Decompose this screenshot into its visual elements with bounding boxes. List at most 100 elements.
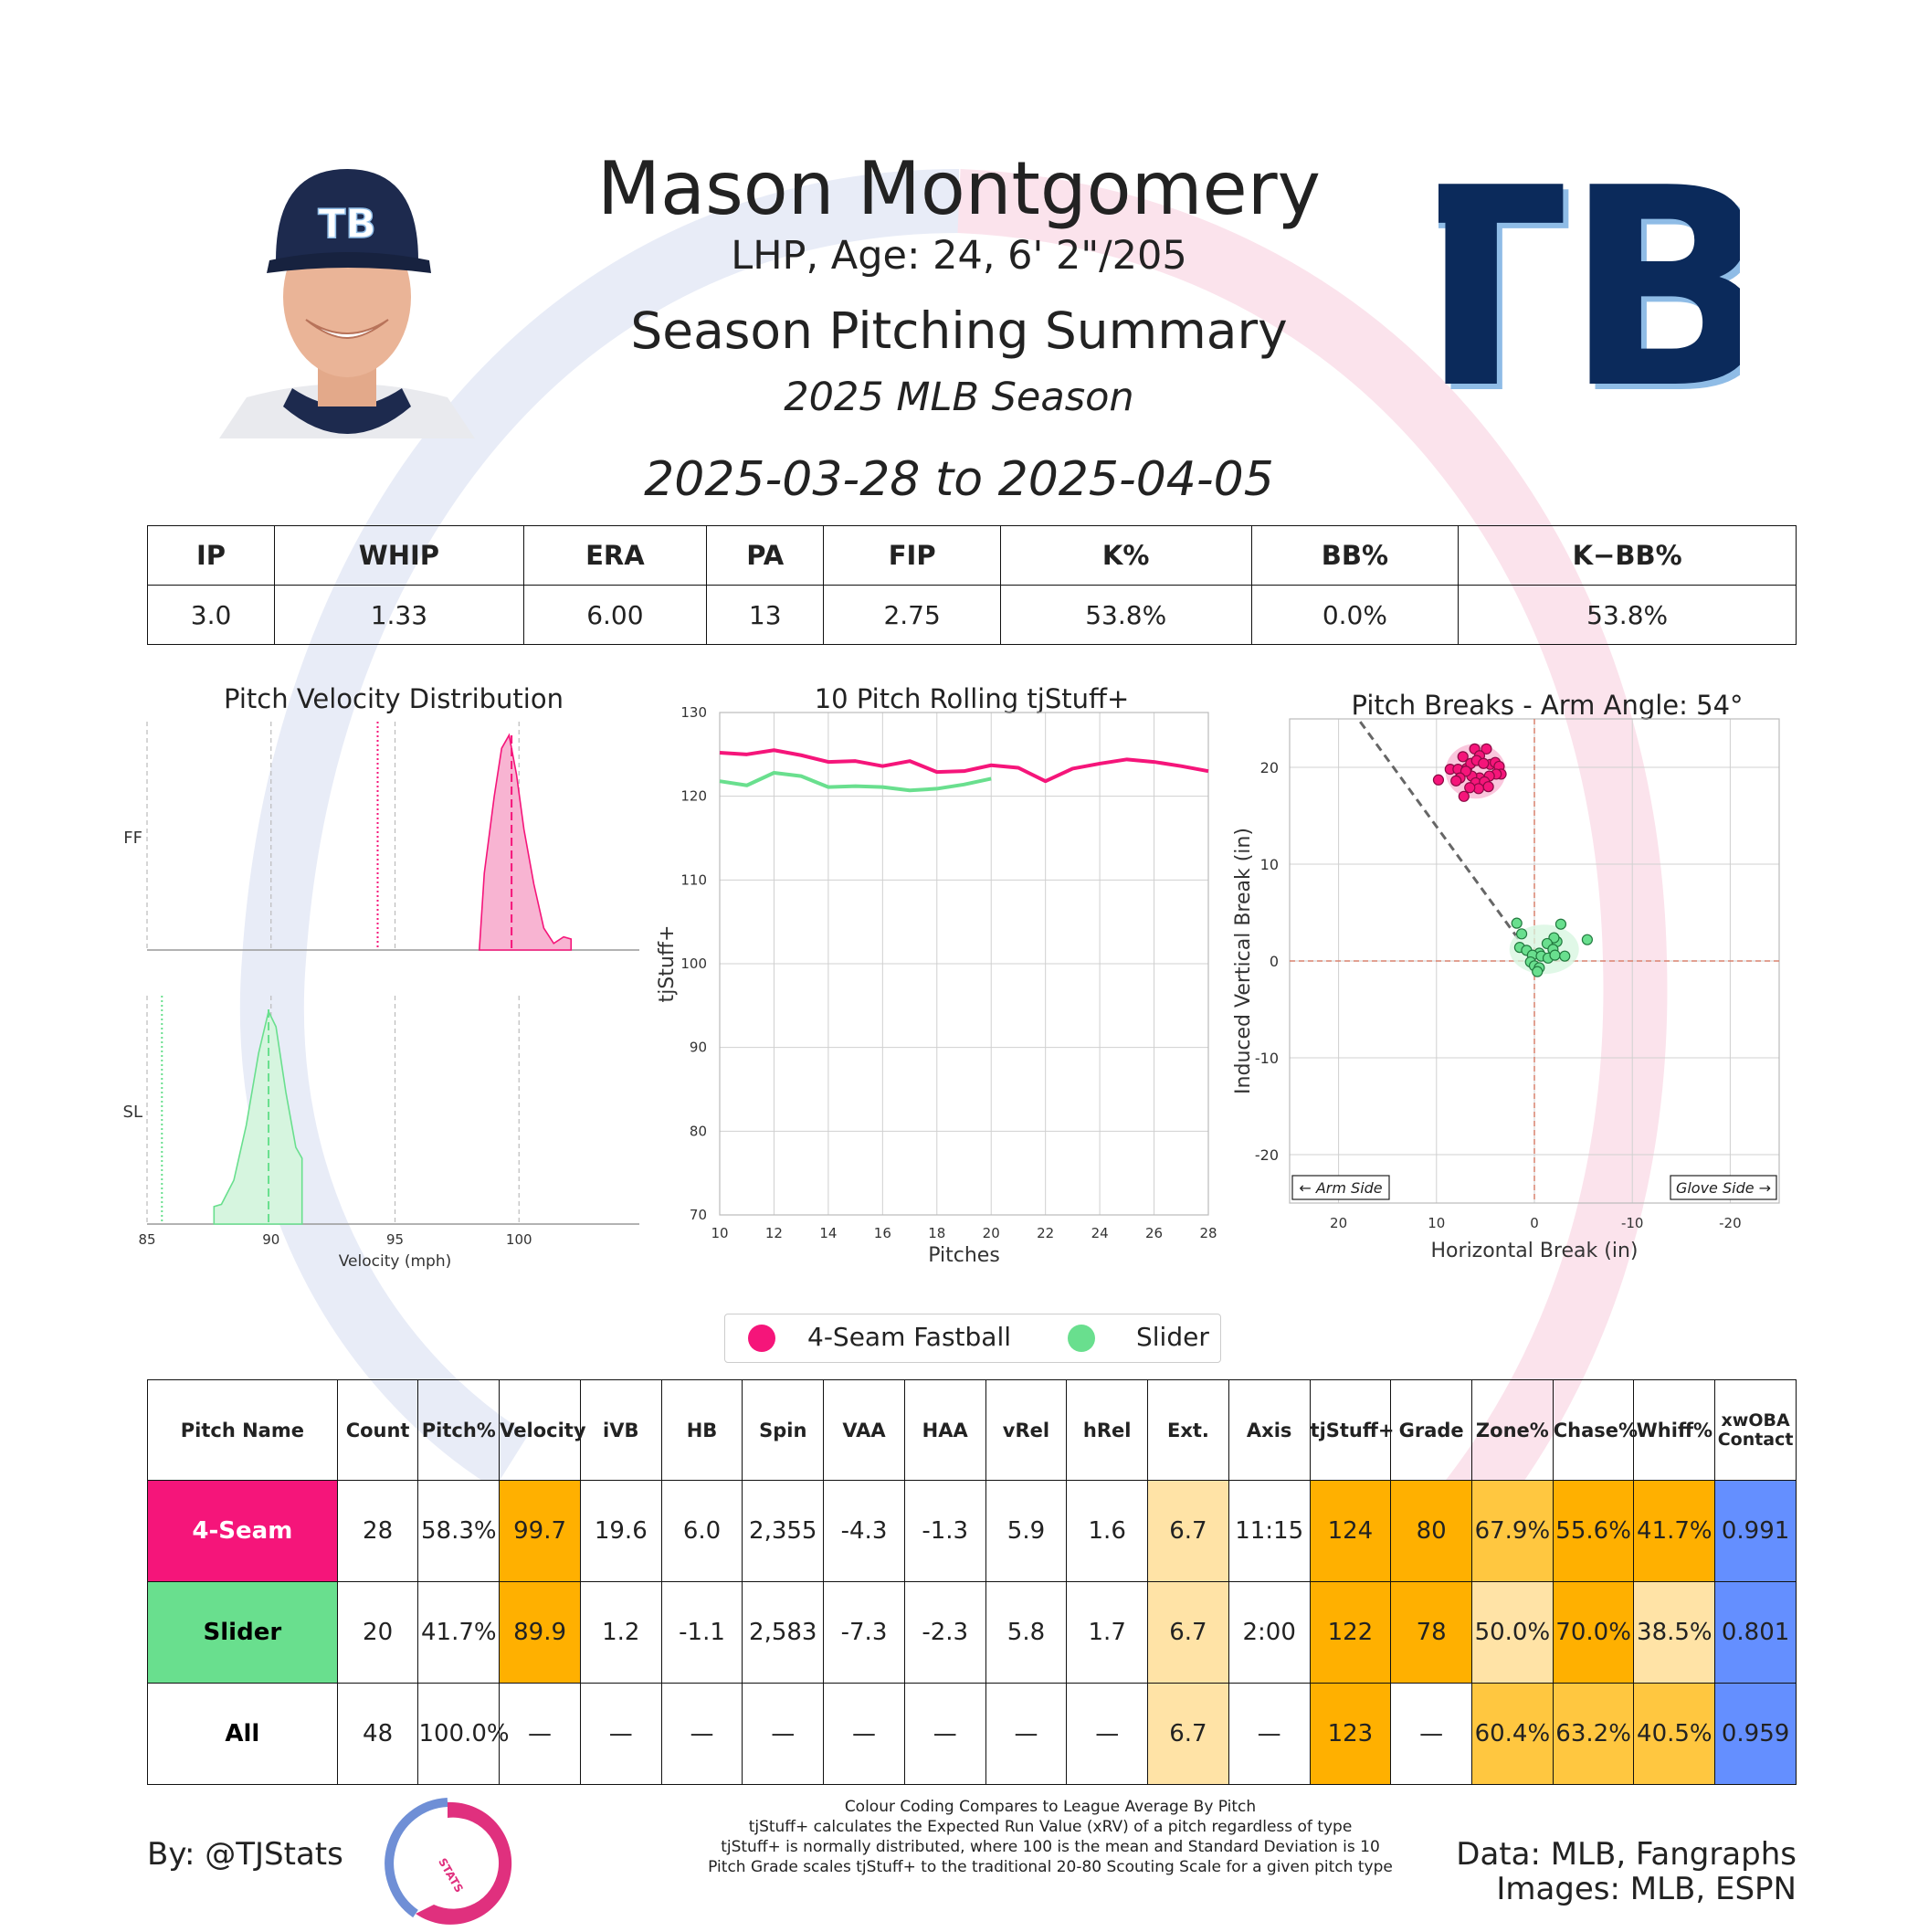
breaks-scatter-point — [1581, 934, 1593, 945]
pitch-table-header-15: Zone% — [1471, 1379, 1554, 1481]
summary-header-3: PA — [706, 525, 825, 586]
player-bio: LHP, Age: 24, 6' 2"/205 — [731, 233, 1187, 279]
pitch-table-header-7: VAA — [823, 1379, 905, 1481]
breaks-x-tick-label: -20 — [1719, 1215, 1742, 1231]
pitch-table-header-0: Pitch Name — [147, 1379, 338, 1481]
rolling-x-tick-label: 24 — [1091, 1225, 1109, 1241]
breaks-scatter-point — [1450, 775, 1462, 787]
summary-value-3: 13 — [706, 585, 825, 645]
summary-header-0: IP — [146, 525, 276, 586]
pitch-table-header-1: Count — [336, 1379, 419, 1481]
breaks-chart-title: Pitch Breaks - Arm Angle: 54° — [1351, 690, 1744, 721]
pitch-table-header-10: hRel — [1066, 1379, 1149, 1481]
rolling-y-tick-label: 110 — [680, 871, 707, 888]
pitch-table-cell: 1.7 — [1066, 1581, 1149, 1684]
pitch-table-cell: 19.6 — [579, 1480, 662, 1582]
legend-label-slider: Slider — [1136, 1322, 1209, 1352]
pitch-table-cell: 38.5% — [1633, 1581, 1716, 1684]
breaks-scatter-point — [1549, 949, 1561, 961]
season-stats-table: IP WHIP ERA PA FIP K% BB% K−BB% 3.0 1.33 6.00 13 2.… — [146, 525, 1797, 645]
cap-logo: TB — [318, 201, 376, 248]
rolling-x-tick-label: 18 — [928, 1225, 945, 1241]
pitch-table-cell: 5.8 — [985, 1581, 1068, 1684]
pitch-name-cell: All — [147, 1683, 338, 1785]
pitch-table-cell: 123 — [1309, 1683, 1392, 1785]
pitch-name-cell: Slider — [147, 1581, 338, 1684]
author-credit: By: @TJStats — [147, 1836, 343, 1873]
rolling-x-tick-label: 20 — [983, 1225, 1000, 1241]
rolling-series-line — [719, 771, 992, 793]
pitch-table-cell: — — [499, 1683, 581, 1785]
summary-value-2: 6.00 — [522, 585, 708, 645]
pitch-table-header-8: HAA — [903, 1379, 986, 1481]
data-source: Data: MLB, Fangraphs — [1456, 1836, 1797, 1873]
summary-value-7: 53.8% — [1458, 585, 1797, 645]
rolling-y-tick-label: 130 — [680, 704, 707, 721]
breaks-scatter-point — [1481, 743, 1492, 755]
pitch-table-cell: 48 — [336, 1683, 419, 1785]
pitch-table-cell: 50.0% — [1471, 1581, 1554, 1684]
breaks-scatter-point — [1432, 774, 1445, 786]
pitch-table-cell: 80 — [1390, 1480, 1472, 1582]
rolling-x-tick-label: 12 — [765, 1225, 783, 1241]
pitch-table-cell: 60.4% — [1471, 1683, 1554, 1785]
pitch-table-cell: 70.0% — [1552, 1581, 1635, 1684]
breaks-scatter-point — [1532, 966, 1544, 977]
summary-value-5: 53.8% — [999, 585, 1252, 645]
rolling-plot-frame — [719, 712, 1209, 1216]
rolling-y-tick-label: 70 — [690, 1207, 707, 1223]
pitch-table-header-11: Ext. — [1147, 1379, 1229, 1481]
breaks-y-tick-label: 20 — [1260, 759, 1279, 776]
pitch-table-cell: 67.9% — [1471, 1480, 1554, 1582]
pitch-table-cell: 99.7 — [499, 1480, 581, 1582]
svg-text:TB: TB — [1438, 164, 1740, 420]
velocity-density-area — [478, 733, 573, 951]
pitch-table-cell: 89.9 — [499, 1581, 581, 1684]
summary-header-1: WHIP — [274, 525, 524, 586]
rolling-x-tick-label: 22 — [1037, 1225, 1054, 1241]
summary-header-2: ERA — [522, 525, 708, 586]
pitch-table-cell: — — [903, 1683, 986, 1785]
arm-angle-line — [1356, 718, 1536, 962]
pitch-table-cell: 2,355 — [742, 1480, 825, 1582]
pitch-table-cell: 100.0% — [417, 1683, 510, 1785]
pitch-table-cell: — — [985, 1683, 1068, 1785]
team-logo: TB TB — [1438, 164, 1740, 420]
pitch-table-header-12: Axis — [1228, 1379, 1311, 1481]
summary-header-7: K−BB% — [1458, 525, 1797, 586]
player-headshot: TB — [219, 160, 475, 438]
report-title: Season Pitching Summary — [630, 301, 1288, 360]
pitch-table-cell: 6.7 — [1147, 1581, 1229, 1684]
breaks-scatter-point — [1511, 917, 1523, 929]
breaks-scatter-point — [1478, 757, 1490, 769]
breaks-y-axis-label: Induced Vertical Break (in) — [1232, 828, 1255, 1094]
rolling-x-tick-label: 14 — [819, 1225, 837, 1241]
arm-side-label: ← Arm Side — [1299, 1179, 1382, 1197]
pitch-table-cell: 63.2% — [1552, 1683, 1635, 1785]
pitch-table-cell: -4.3 — [823, 1480, 905, 1582]
pitch-table-cell: 55.6% — [1552, 1480, 1635, 1582]
pitch-table-header-17: Whiff% — [1633, 1379, 1716, 1481]
breaks-x-tick-label: 0 — [1530, 1215, 1539, 1231]
breaks-scatter-point — [1482, 781, 1494, 793]
legend-marker-slider — [1068, 1325, 1095, 1352]
pitch-table-cell: 41.7% — [417, 1581, 501, 1684]
velocity-distribution-chart: FF SL 85 90 95 100 Velocity (mph) — [123, 722, 639, 1270]
summary-header-6: BB% — [1250, 525, 1460, 586]
footer-notes: Colour Coding Compares to League Average… — [594, 1797, 1507, 1877]
breaks-x-tick-label: 20 — [1330, 1215, 1347, 1231]
pitch-table-cell: -1.3 — [903, 1480, 986, 1582]
glove-side-label: Glove Side → — [1676, 1179, 1771, 1197]
arm-side-box — [1291, 1175, 1390, 1200]
rolling-y-tick-label: 80 — [690, 1123, 707, 1139]
pitch-table-cell: 78 — [1390, 1581, 1472, 1684]
velocity-tick-label: 100 — [506, 1231, 532, 1248]
pitch-table-cell: — — [1066, 1683, 1149, 1785]
pitch-table-cell: 40.5% — [1633, 1683, 1716, 1785]
pitch-legend: 4-Seam Fastball Slider — [724, 1314, 1221, 1363]
rolling-tjstuff-chart: 10 12 14 16 18 20 22 24 26 28 70 80 90 100 110 120 130 Pi… — [658, 704, 1217, 1267]
pitch-table-header-13: tjStuff+ — [1309, 1379, 1395, 1481]
pitch-table-cell: 28 — [336, 1480, 419, 1582]
pitch-table-cell: -2.3 — [903, 1581, 986, 1684]
pitch-table-cell: 122 — [1309, 1581, 1392, 1684]
